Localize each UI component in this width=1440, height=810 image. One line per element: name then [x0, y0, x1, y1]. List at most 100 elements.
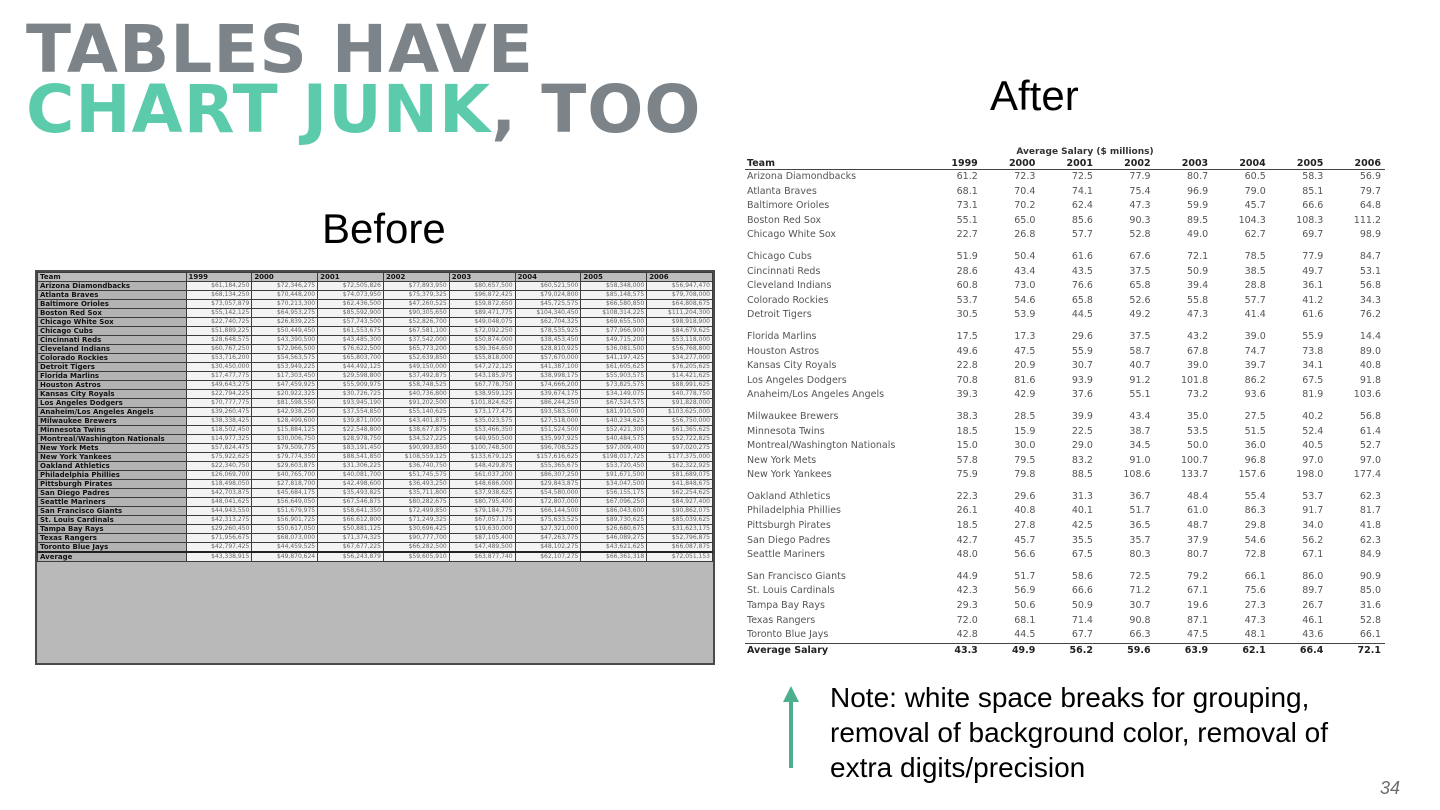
before-value-cell: $65,803,700	[317, 353, 384, 363]
after-table-row: Minnesota Twins 18.5 15.9 22.5 38.7 53.5 51.5 5…	[745, 425, 1385, 440]
after-team-cell: Chicago White Sox	[747, 229, 837, 241]
before-value-cell: $38,959,125	[448, 389, 516, 399]
after-value-cell: 103.6	[1353, 389, 1381, 401]
before-value-cell: $76,622,500	[317, 344, 384, 354]
after-value-cell: 80.7	[1187, 171, 1209, 182]
after-value-cell: 53.7	[956, 294, 978, 306]
after-value-cell: 49.0	[1187, 229, 1209, 241]
after-value-cell: 56.9	[1014, 585, 1036, 597]
before-value-cell: $52,421,300	[580, 425, 648, 435]
before-value-cell: $49,150,000	[382, 362, 450, 372]
after-table-row: Cincinnati Reds 28.6 43.4 43.5 37.5 50.9 38.5 4…	[745, 265, 1385, 280]
before-value-cell: $67,581,100	[382, 326, 450, 336]
after-team-cell: Milwaukee Brewers	[747, 410, 839, 422]
before-value-cell: $61,037,200	[448, 470, 516, 480]
arrow-up-icon	[783, 686, 799, 768]
after-average-cell: 66.4	[1269, 642, 1328, 659]
before-value-cell: $84,679,625	[646, 326, 713, 336]
before-value-cell: $28,810,925	[514, 344, 582, 354]
before-value-cell: $66,087,875	[646, 542, 713, 553]
before-value-cell: $66,580,850	[580, 299, 648, 309]
after-value-cell: 27.5	[1244, 410, 1266, 422]
after-value-cell: 53.5	[1187, 425, 1209, 437]
before-value-cell: $35,493,825	[317, 488, 384, 498]
after-header-year: 2001	[1039, 157, 1097, 170]
before-value-cell: $44,492,125	[317, 362, 384, 372]
before-value-cell: $72,499,850	[382, 506, 450, 516]
after-value-cell: 97.0	[1302, 454, 1324, 466]
after-value-cell: 91.0	[1129, 454, 1151, 466]
after-value-cell: 96.8	[1244, 454, 1266, 466]
after-value-cell: 67.7	[1071, 629, 1093, 641]
before-value-cell: $45,725,575	[514, 299, 582, 309]
after-value-cell: 61.6	[1071, 250, 1093, 262]
before-value-cell: $44,459,525	[251, 542, 319, 553]
after-value-cell: 22.3	[956, 490, 978, 502]
before-value-cell: $74,666,200	[514, 380, 582, 390]
after-value-cell: 45.7	[1014, 534, 1036, 546]
after-value-cell: 93.9	[1071, 374, 1093, 386]
after-team-cell: Florida Marlins	[747, 330, 817, 342]
after-value-cell: 35.7	[1129, 534, 1151, 546]
before-value-cell: $28,499,600	[251, 416, 319, 426]
before-value-cell: $81,689,075	[646, 470, 713, 480]
before-value-cell: $38,453,450	[514, 335, 582, 345]
before-value-cell: $53,716,200	[185, 353, 253, 363]
before-value-cell: $61,365,625	[646, 425, 713, 435]
before-value-cell: $79,774,350	[251, 452, 319, 462]
after-value-cell: 49.2	[1129, 309, 1151, 321]
after-value-cell: 41.4	[1244, 309, 1266, 321]
after-value-cell: 70.2	[1014, 200, 1036, 212]
before-label: Before	[322, 205, 446, 252]
before-value-cell: $69,655,500	[580, 317, 648, 327]
before-table-row: Chicago White Sox $22,740,725 $26,839,225 $…	[37, 317, 713, 327]
before-value-cell: $22,340,750	[185, 461, 253, 471]
before-team-cell: Atlanta Braves	[37, 290, 187, 300]
before-value-cell: $111,204,300	[646, 308, 713, 318]
after-value-cell: 72.0	[956, 614, 978, 626]
after-value-cell: 72.1	[1187, 250, 1209, 262]
after-value-cell: 27.3	[1244, 600, 1266, 612]
before-table-row: Texas Rangers $71,956,675 $68,073,000 $71,3…	[37, 533, 713, 543]
after-value-cell: 108.3	[1296, 214, 1324, 226]
after-value-cell: 52.7	[1359, 440, 1381, 452]
before-value-cell: $42,703,875	[185, 488, 253, 498]
after-value-cell: 198.0	[1296, 469, 1324, 481]
after-value-cell: 44.9	[956, 570, 978, 582]
after-value-cell: 71.2	[1129, 585, 1151, 597]
after-table-row: Tampa Bay Rays 29.3 50.6 50.9 30.7 19.6 27.3 26…	[745, 599, 1385, 614]
after-table-row: Oakland Athletics 22.3 29.6 31.3 36.7 48.4 55.…	[745, 490, 1385, 505]
after-value-cell: 51.5	[1244, 425, 1266, 437]
after-value-cell: 73.2	[1187, 389, 1209, 401]
after-value-cell: 72.5	[1071, 171, 1093, 182]
before-table-row: Toronto Blue Jays $42,797,425 $44,459,525 $…	[37, 542, 713, 553]
after-value-cell: 66.1	[1359, 629, 1381, 641]
before-value-cell: $34,277,000	[646, 353, 713, 363]
before-average-cell: $66,361,318	[580, 551, 648, 562]
before-table-row: New York Mets $57,824,475 $79,509,775 $83,1…	[37, 443, 713, 453]
before-value-cell: $62,322,925	[646, 461, 713, 471]
after-table-row: Texas Rangers 72.0 68.1 71.4 90.8 87.1 47.3 46.…	[745, 614, 1385, 629]
after-value-cell: 38.3	[956, 410, 978, 422]
before-value-cell: $88,991,625	[646, 380, 713, 390]
after-value-cell: 43.6	[1302, 629, 1324, 641]
before-value-cell: $48,041,625	[185, 497, 253, 507]
before-value-cell: $56,901,725	[251, 515, 319, 525]
before-value-cell: $31,623,175	[646, 524, 713, 534]
after-value-cell: 77.9	[1302, 250, 1324, 262]
after-team-cell: Atlanta Braves	[747, 185, 817, 197]
after-value-cell: 45.7	[1244, 200, 1266, 212]
before-value-cell: $81,910,500	[580, 407, 648, 417]
after-value-cell: 79.2	[1187, 570, 1209, 582]
before-value-cell: $70,448,200	[251, 290, 319, 300]
before-table-row: Atlanta Braves $68,134,250 $70,448,200 $74,…	[37, 290, 713, 300]
before-value-cell: $56,768,800	[646, 344, 713, 354]
before-header-year: 2006	[646, 272, 713, 282]
before-value-cell: $30,450,000	[185, 362, 253, 372]
before-value-cell: $22,548,800	[317, 425, 384, 435]
before-value-cell: $177,375,000	[646, 452, 713, 462]
after-value-cell: 81.9	[1302, 389, 1324, 401]
after-value-cell: 91.7	[1302, 505, 1324, 517]
before-table-row: Cleveland Indians $60,767,250 $72,966,500 $…	[37, 344, 713, 354]
after-value-cell: 42.7	[956, 534, 978, 546]
